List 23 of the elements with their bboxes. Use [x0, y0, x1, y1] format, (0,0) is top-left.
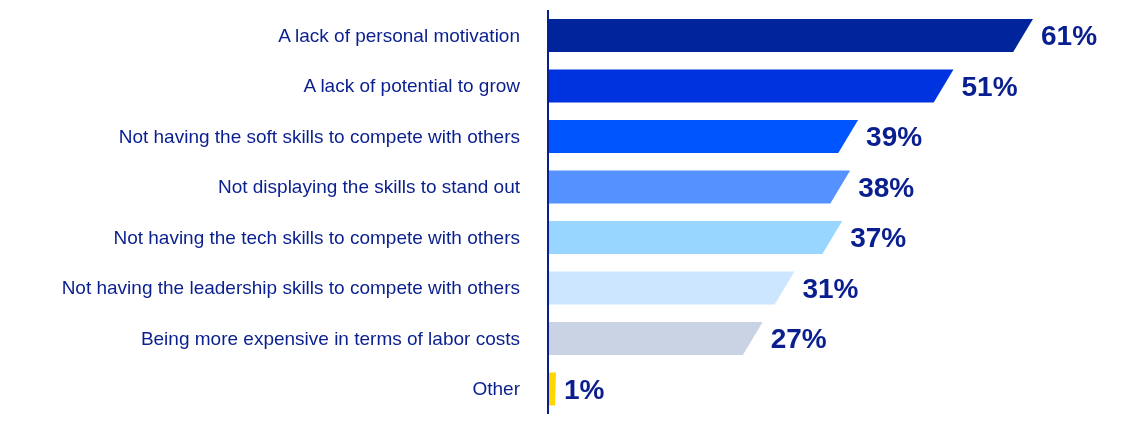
y-tick-label: Being more expensive in terms of labor costs [140, 327, 520, 349]
y-tick-label: Other [472, 378, 521, 400]
data-label: 31% [802, 272, 859, 304]
y-tick-label: Not having the leadership skills to compete with others [61, 277, 520, 299]
y-tick-label: Not having the soft skills to compete with others [118, 125, 520, 147]
y-tick-label: Not displaying the skills to stand out [217, 176, 521, 198]
data-label: 51% [961, 70, 1018, 102]
bar [548, 170, 851, 204]
data-label: 38% [858, 171, 915, 203]
y-tick-label: A lack of potential to grow [303, 75, 521, 97]
data-label: 27% [770, 323, 827, 355]
bar [548, 271, 795, 305]
bar [548, 322, 763, 355]
data-label: 39% [866, 121, 923, 153]
bar [548, 221, 843, 254]
data-label: 1% [563, 373, 605, 405]
bar [548, 69, 954, 103]
bar [548, 120, 859, 153]
bar [548, 19, 1033, 52]
data-label: 61% [1041, 20, 1098, 52]
y-tick-label: A lack of personal motivation [278, 24, 520, 46]
data-label: 37% [850, 222, 907, 254]
y-tick-label: Not having the tech skills to compete with others [113, 226, 520, 248]
